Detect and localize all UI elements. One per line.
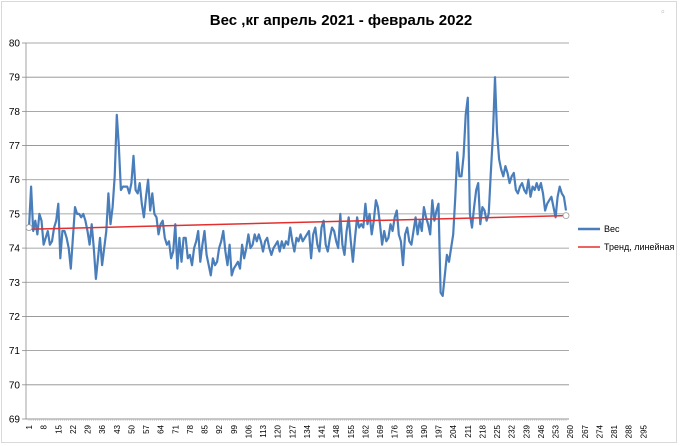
x-tick-label: 295 [639,424,648,438]
chart-title: Вес ,кг апрель 2021 - февраль 2022 [210,12,472,29]
x-tick-label: 176 [391,424,400,438]
x-tick-label: 190 [420,424,429,438]
gridlines [26,42,569,420]
y-tick-label: 69 [9,415,21,426]
legend-label: Вес [604,224,620,234]
x-tick-label: 260 [566,424,575,438]
series-endpoint-marker [25,224,33,231]
x-tick-label: 71 [171,424,180,433]
x-tick-label: 99 [230,424,239,433]
y-tick-label: 79 [9,73,21,84]
x-tick-label: 197 [435,424,444,438]
x-tick-label: 155 [347,424,356,438]
x-tick-label: 162 [361,424,370,438]
x-tick-label: 1 [25,424,34,429]
y-tick-label: 73 [9,278,21,289]
x-tick-label: 267 [581,424,590,438]
x-tick-label: 8 [40,424,49,429]
x-tick-label: 120 [274,424,283,438]
legend: Вес Тренд, линейная [578,224,674,252]
x-tick-label: 239 [522,424,531,438]
x-tick-label: 225 [493,424,502,438]
chart-corner-handle: ∘ [660,6,666,16]
series-endpoint-marker [562,212,570,220]
x-tick-label: 57 [142,424,151,433]
x-tick-label: 43 [113,424,122,433]
x-tick-label: 148 [332,424,341,438]
x-tick-label: 183 [405,424,414,438]
x-tick-label: 36 [98,424,107,433]
x-tick-label: 169 [376,424,385,438]
x-axis: 1 8 15 22 29 36 43 50 57 64 71 78 85 92 99 106 113 120 127… [25,418,648,438]
y-tick-label: 78 [9,107,21,118]
x-tick-label: 15 [54,424,63,433]
y-tick-label: 77 [9,141,21,152]
x-tick-label: 22 [69,424,78,433]
x-tick-label: 85 [201,424,210,433]
series-group [25,76,570,297]
x-tick-label: 78 [186,424,195,433]
x-tick-label: 106 [244,424,253,438]
y-tick-label: 71 [9,346,21,357]
x-tick-label: 288 [625,424,634,438]
legend-label: Тренд, линейная [604,242,674,252]
x-tick-label: 274 [595,424,604,438]
y-tick-label: 80 [9,39,21,50]
x-tick-label: 29 [84,424,93,433]
x-tick-label: 253 [552,424,561,438]
x-tick-label: 113 [259,424,268,437]
x-tick-label: 281 [610,424,619,438]
y-axis: 69 70 71 72 73 74 75 76 77 78 79 80 [9,39,27,426]
x-tick-label: 232 [508,424,517,438]
x-tick-label: 92 [215,424,224,433]
x-tick-label: 218 [478,424,487,438]
y-tick-label: 75 [9,209,21,220]
x-tick-label: 134 [303,424,312,438]
x-tick-label: 64 [157,424,166,433]
x-tick-label: 211 [464,424,473,437]
y-tick-label: 74 [9,244,21,255]
x-tick-label: 141 [318,424,327,438]
x-tick-label: 246 [537,424,546,438]
x-tick-label: 50 [127,424,136,433]
x-tick-label: 204 [449,424,458,438]
y-tick-label: 76 [9,175,21,186]
y-tick-label: 72 [9,312,21,323]
y-tick-label: 70 [9,380,21,391]
series-line-trend [28,214,567,231]
series-line-ves [27,76,568,297]
x-tick-label: 127 [288,424,297,438]
